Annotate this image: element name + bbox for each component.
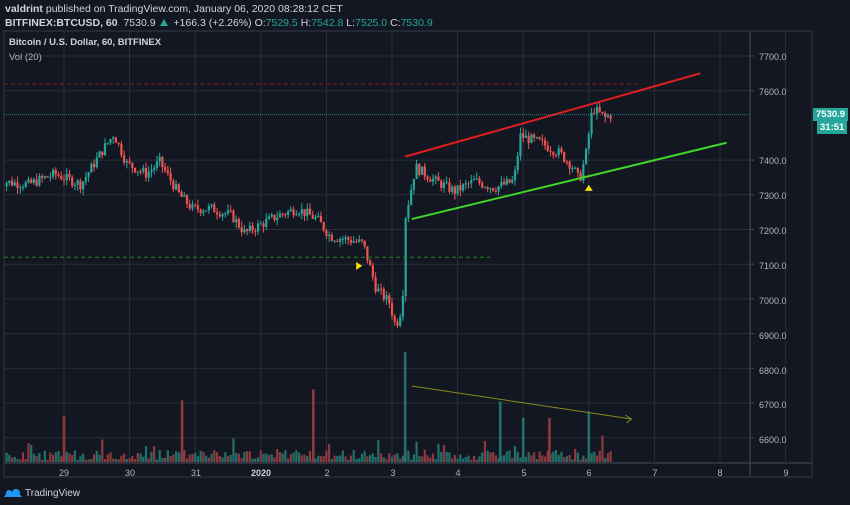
date-label: 6: [586, 468, 592, 478]
tradingview-branding[interactable]: TradingView: [4, 487, 80, 499]
symbol-name: BITFINEX:BTCUSD, 60: [5, 17, 118, 29]
low-label: L:: [346, 17, 356, 29]
open-label: O:: [254, 17, 266, 29]
price-change: +166.3 (+2.26%): [173, 17, 252, 29]
price-label: 7200.0: [759, 226, 787, 236]
author-name[interactable]: valdrint: [5, 3, 43, 15]
price-label: 6900.0: [759, 331, 787, 341]
last-price-tag: 7530.9: [813, 108, 849, 121]
price-up-icon: [160, 19, 169, 26]
tradingview-logo-icon: [4, 489, 22, 497]
countdown-tag: 31:51: [817, 121, 848, 134]
series-legend[interactable]: Bitcoin / U.S. Dollar, 60, BITFINEX: [9, 37, 162, 48]
date-label: 3: [390, 468, 396, 478]
price-label: 6600.0: [759, 435, 787, 445]
price-label: 7700.0: [759, 52, 787, 62]
date-label: 29: [58, 468, 70, 478]
date-label: 31: [190, 468, 202, 478]
price-label: 6700.0: [759, 400, 787, 410]
date-label: 8: [717, 468, 723, 478]
close-label: C:: [390, 17, 401, 29]
price-label: 7100.0: [759, 261, 787, 271]
high-value: 7542.8: [311, 17, 344, 29]
price-label: 7000.0: [759, 296, 787, 306]
last-price: 7530.9: [123, 17, 156, 29]
brand-name: TradingView: [25, 487, 81, 499]
date-label: 7: [652, 468, 658, 478]
low-value: 7525.0: [355, 17, 388, 29]
date-label: 4: [455, 468, 461, 478]
publish-info: valdrint published on TradingView.com, J…: [5, 3, 343, 15]
price-label: 7600.0: [759, 87, 787, 97]
date-label-year: 2020: [250, 468, 272, 478]
date-label: 2: [324, 468, 330, 478]
date-label: 9: [783, 468, 789, 478]
publish-text: published on TradingView.com, January 06…: [42, 3, 343, 15]
close-value: 7530.9: [400, 17, 433, 29]
date-label: 30: [124, 468, 136, 478]
date-label: 5: [521, 468, 527, 478]
open-value: 7529.5: [265, 17, 298, 29]
price-label: 7400.0: [759, 156, 787, 166]
price-label: 6800.0: [759, 366, 787, 376]
symbol-info-bar: BITFINEX:BTCUSD, 60 7530.9 +166.3 (+2.26…: [5, 17, 433, 29]
price-label: 7300.0: [759, 191, 787, 201]
high-label: H:: [300, 17, 312, 29]
volume-legend[interactable]: Vol (20): [9, 52, 42, 63]
